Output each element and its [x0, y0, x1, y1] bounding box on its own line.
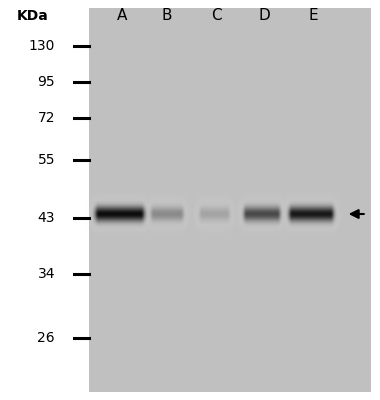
- Text: 26: 26: [38, 331, 55, 345]
- Bar: [89, 8, 370, 392]
- Text: 72: 72: [38, 111, 55, 125]
- Text: D: D: [258, 8, 270, 24]
- Text: 34: 34: [38, 267, 55, 281]
- Text: C: C: [211, 8, 222, 24]
- Text: A: A: [116, 8, 127, 24]
- Text: 95: 95: [38, 75, 55, 89]
- Text: KDa: KDa: [16, 9, 48, 23]
- Text: 130: 130: [29, 39, 55, 53]
- Text: 43: 43: [38, 211, 55, 225]
- Text: B: B: [162, 8, 173, 24]
- Text: E: E: [309, 8, 318, 24]
- Text: 55: 55: [38, 153, 55, 167]
